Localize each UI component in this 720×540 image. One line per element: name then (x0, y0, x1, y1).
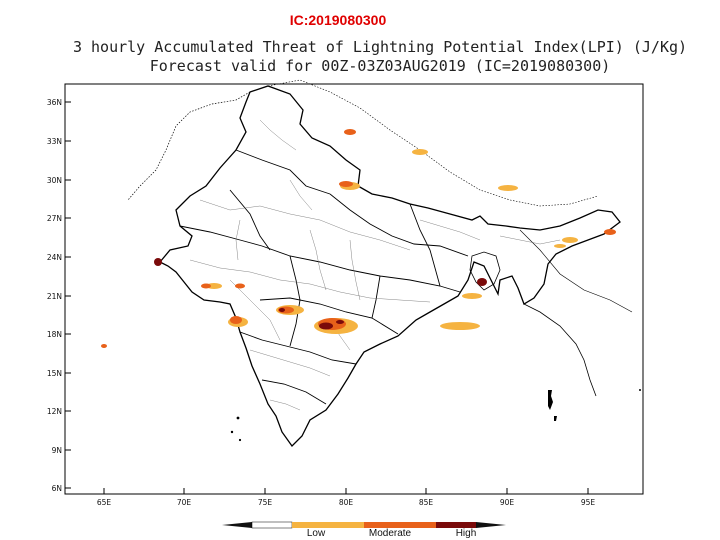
svg-text:9N: 9N (52, 446, 62, 455)
lon-tick: 75E (258, 488, 273, 507)
lat-tick: 21N (47, 292, 71, 301)
svg-text:85E: 85E (419, 498, 434, 507)
bangladesh-boundary (469, 251, 501, 291)
lon-tick: 65E (97, 488, 112, 507)
colorbar-low (292, 522, 364, 528)
lat-tick: 33N (47, 137, 71, 146)
svg-text:6N: 6N (52, 484, 62, 493)
svg-text:75E: 75E (258, 498, 273, 507)
lat-tick: 15N (47, 369, 71, 378)
svg-text:36N: 36N (47, 98, 62, 107)
colorbar-white (251, 521, 293, 529)
lon-tick: 70E (177, 488, 192, 507)
svg-text:18N: 18N (47, 330, 62, 339)
colorbar (222, 521, 506, 529)
lat-tick: 24N (47, 253, 71, 262)
colorbar-label-low: Low (306, 528, 326, 539)
india-boundary (158, 85, 621, 448)
svg-text:95E: 95E (581, 498, 596, 507)
myanmar-boundary (523, 303, 597, 397)
svg-text:30N: 30N (47, 176, 62, 185)
latitude-axis: 36N 33N 30N 27N 24N 21N 18N 15N 12N 9N 6… (47, 98, 71, 493)
plot-subtitle: Forecast valid for 00Z-03Z03AUG2019 (IC=… (149, 57, 611, 75)
lon-tick: 95E (581, 488, 596, 507)
colorbar-label-moderate: Moderate (368, 528, 412, 539)
svg-text:33N: 33N (47, 137, 62, 146)
lon-tick: 85E (419, 488, 434, 507)
district-boundaries (189, 119, 561, 411)
lat-tick: 12N (47, 407, 71, 416)
colorbar-label-high: High (455, 528, 477, 539)
lat-tick: 36N (47, 98, 71, 107)
initial-condition-label: IC:2019080300 (289, 12, 387, 28)
lat-tick: 30N (47, 176, 71, 185)
svg-text:12N: 12N (47, 407, 62, 416)
islands (230, 389, 641, 442)
colorbar-high (436, 522, 476, 528)
lon-tick: 90E (500, 488, 515, 507)
svg-text:21N: 21N (47, 292, 62, 301)
svg-text:90E: 90E (500, 498, 515, 507)
svg-text:70E: 70E (177, 498, 192, 507)
svg-text:27N: 27N (47, 214, 62, 223)
colorbar-left-triangle (222, 522, 252, 528)
lat-tick: 9N (52, 446, 71, 455)
lpi-high-patches (154, 258, 487, 330)
ic-header: IC:2019080300 (0, 10, 720, 29)
lat-tick: 18N (47, 330, 71, 339)
lat-tick: 6N (52, 484, 71, 493)
neighbour-border-west (127, 91, 251, 201)
longitude-axis: 65E 70E 75E 80E 85E 90E 95E (97, 488, 596, 507)
colorbar-right-triangle (476, 522, 506, 528)
svg-text:15N: 15N (47, 369, 62, 378)
svg-text:80E: 80E (339, 498, 354, 507)
svg-text:24N: 24N (47, 253, 62, 262)
plot-title: 3 hourly Accumulated Threat of Lightning… (72, 38, 688, 56)
svg-text:65E: 65E (97, 498, 112, 507)
coastline-east (519, 229, 633, 313)
lat-tick: 27N (47, 214, 71, 223)
lon-tick: 80E (339, 488, 354, 507)
state-boundaries (179, 149, 469, 405)
colorbar-moderate (364, 522, 436, 528)
